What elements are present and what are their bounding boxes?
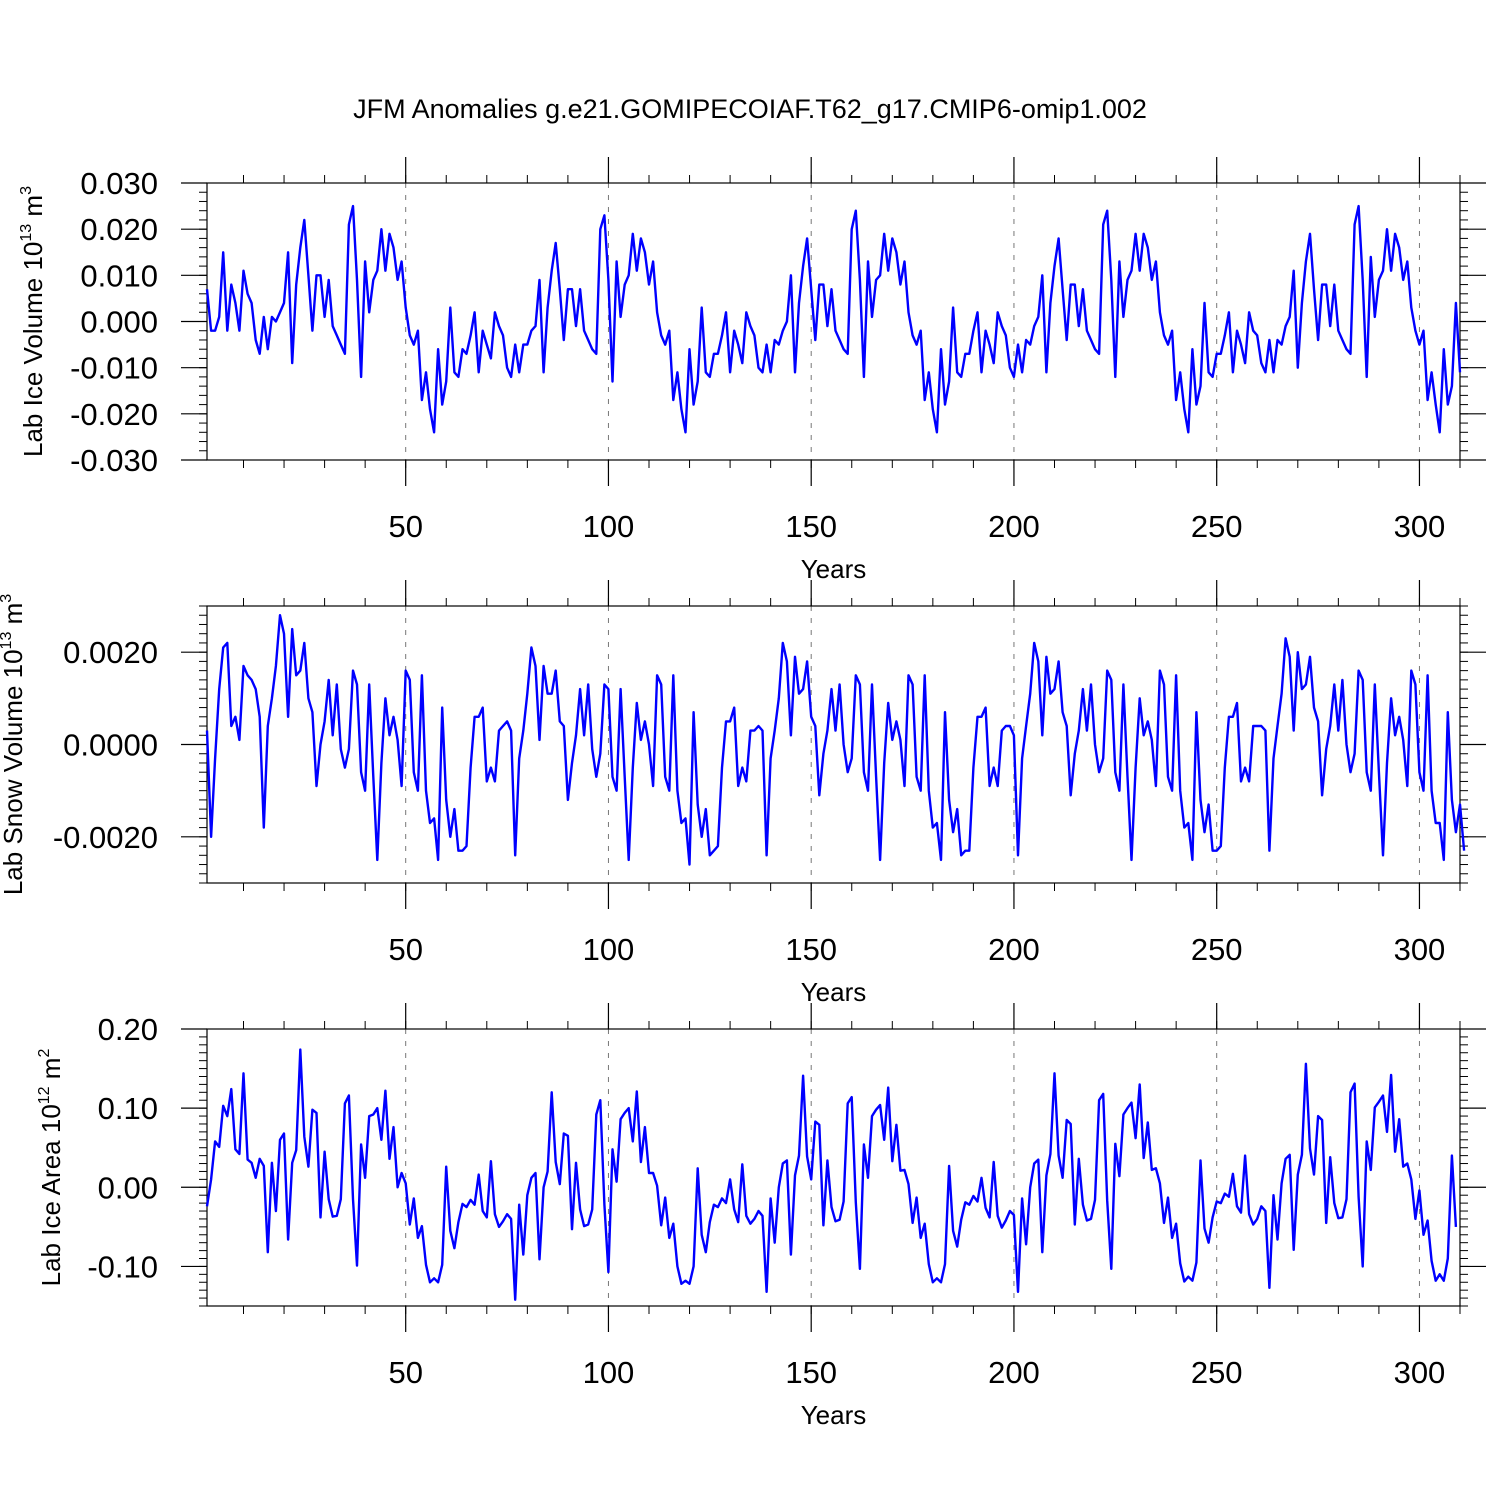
x-tick-label: 300 xyxy=(1394,932,1446,967)
y-tick-label: 0.010 xyxy=(80,258,158,293)
x-tick-label: 250 xyxy=(1191,1355,1243,1390)
x-tick-label: 250 xyxy=(1191,932,1243,967)
x-tick-label: 100 xyxy=(583,932,635,967)
x-tick-label: 200 xyxy=(988,509,1040,544)
x-tick-label: 150 xyxy=(785,509,837,544)
x-tick-label: 50 xyxy=(388,932,422,967)
x-tick-label: 50 xyxy=(388,509,422,544)
y-tick-label: -0.10 xyxy=(87,1249,158,1284)
y-tick-label: 0.030 xyxy=(80,166,158,201)
y-tick-label: -0.010 xyxy=(70,351,158,386)
y-tick-label: 0.0020 xyxy=(63,635,158,670)
y-tick-label: -0.0020 xyxy=(53,820,158,855)
plot-frame xyxy=(206,605,1461,884)
x-tick-label: 150 xyxy=(785,932,837,967)
chart-panel-1: 0.030 0.020 0.010 0.000 -0.010 -0.020 -0.030 50… xyxy=(18,157,1486,584)
chart-panels: 0.030 0.020 0.010 0.000 -0.010 -0.020 -0.030 50… xyxy=(0,157,1486,1430)
y-tick-label: 0.20 xyxy=(98,1012,158,1047)
x-tick-label: 250 xyxy=(1191,509,1243,544)
x-tick-label: 100 xyxy=(583,509,635,544)
data-series-line xyxy=(205,1048,1458,1301)
y-axis-label: Lab Ice Area 1012 m2 xyxy=(36,1049,66,1287)
y-tick-label: 0.0000 xyxy=(63,728,158,763)
x-axis-label: Years xyxy=(801,977,867,1007)
plot-frame xyxy=(206,1028,1461,1307)
x-axis-label: Years xyxy=(801,554,867,584)
y-tick-label: -0.030 xyxy=(70,443,158,478)
data-series-line xyxy=(205,614,1466,866)
x-tick-label: 50 xyxy=(388,1355,422,1390)
data-series-line xyxy=(205,204,1462,434)
y-tick-label: -0.020 xyxy=(70,397,158,432)
y-tick-label: 0.000 xyxy=(80,305,158,340)
x-tick-label: 200 xyxy=(988,1355,1040,1390)
y-tick-label: 0.10 xyxy=(98,1091,158,1126)
x-tick-label: 300 xyxy=(1394,509,1446,544)
y-tick-label: 0.020 xyxy=(80,212,158,247)
x-axis-label: Years xyxy=(801,1400,867,1430)
x-tick-label: 150 xyxy=(785,1355,837,1390)
chart-panel-3: 0.20 0.10 0.00 -0.10 50 100 150 200 250 300 Years L… xyxy=(36,1003,1486,1430)
x-tick-label: 100 xyxy=(583,1355,635,1390)
chart-panel-2: 0.0020 0.0000 -0.0020 50 100 150 200 250 300 Year… xyxy=(0,580,1486,1007)
x-tick-label: 300 xyxy=(1394,1355,1446,1390)
y-axis-label: Lab Snow Volume 1013 m3 xyxy=(0,594,28,895)
x-tick-label: 200 xyxy=(988,932,1040,967)
y-axis-label: Lab Ice Volume 1013 m3 xyxy=(18,186,48,457)
chart-title: JFM Anomalies g.e21.GOMIPECOIAF.T62_g17.… xyxy=(353,94,1147,124)
y-tick-label: 0.00 xyxy=(98,1170,158,1205)
